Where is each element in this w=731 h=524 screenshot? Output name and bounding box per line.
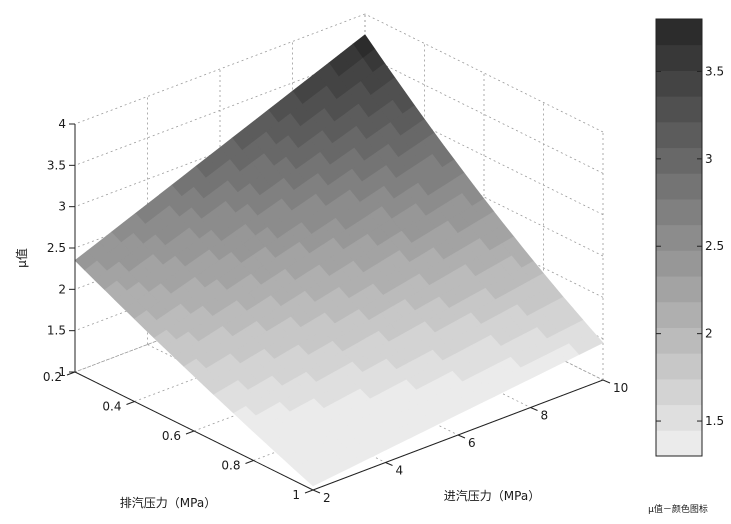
y-tick-label: 2 [323, 491, 331, 505]
x-tick-label: 0.8 [221, 459, 240, 473]
colorbar-band [656, 250, 702, 277]
colorbar-band [656, 327, 702, 354]
y-tick-label: 10 [613, 381, 628, 395]
y-axis-label: 进汽压力（MPa） [444, 488, 540, 503]
z-tick-label: 3 [58, 200, 66, 214]
colorbar-band [656, 404, 702, 431]
colorbar-band [656, 276, 702, 303]
z-tick-label: 1 [58, 365, 66, 379]
colorbar-band [656, 96, 702, 123]
colorbar-band [656, 44, 702, 71]
x-tick-label: 0.4 [102, 400, 121, 414]
y-tick-label: 6 [468, 436, 476, 450]
x-tick-label: 1 [292, 488, 300, 502]
z-tick-label: 3.5 [47, 158, 66, 172]
z-tick-label: 1.5 [47, 324, 66, 338]
colorbar-band [656, 19, 702, 46]
x-tick-label: 0.6 [162, 429, 181, 443]
colorbar-band [656, 224, 702, 251]
colorbar-band [656, 198, 702, 226]
colorbar-band [656, 301, 702, 328]
colorbar-tick-label: 2 [705, 327, 713, 341]
colorbar-band [656, 70, 702, 97]
surface-patch [302, 470, 326, 487]
colorbar-band [656, 121, 702, 149]
colorbar-band [656, 378, 702, 406]
colorbar-tick-label: 3.5 [705, 64, 724, 78]
colorbar-tick-label: 1.5 [705, 414, 724, 428]
colorbar-band [656, 353, 702, 380]
colorbar-band [656, 173, 702, 200]
colorbar [655, 18, 703, 457]
colorbar-band [656, 430, 702, 457]
colorbar-tick-label: 2.5 [705, 239, 724, 253]
colorbar-tick-label: 3 [705, 152, 713, 166]
z-tick-label: 2 [58, 282, 66, 296]
colorbar-caption: μ值－颜色图标 [648, 503, 708, 515]
colorbar-band [656, 147, 702, 174]
y-tick-label: 4 [396, 464, 404, 478]
z-tick-label: 2.5 [47, 241, 66, 255]
z-tick-label: 4 [58, 117, 66, 131]
y-tick-label: 8 [541, 409, 549, 423]
x-tick-label: 0.2 [43, 370, 62, 384]
x-axis-label: 排汽压力（MPa） [120, 495, 216, 510]
z-axis-label: μ值 [14, 248, 29, 268]
